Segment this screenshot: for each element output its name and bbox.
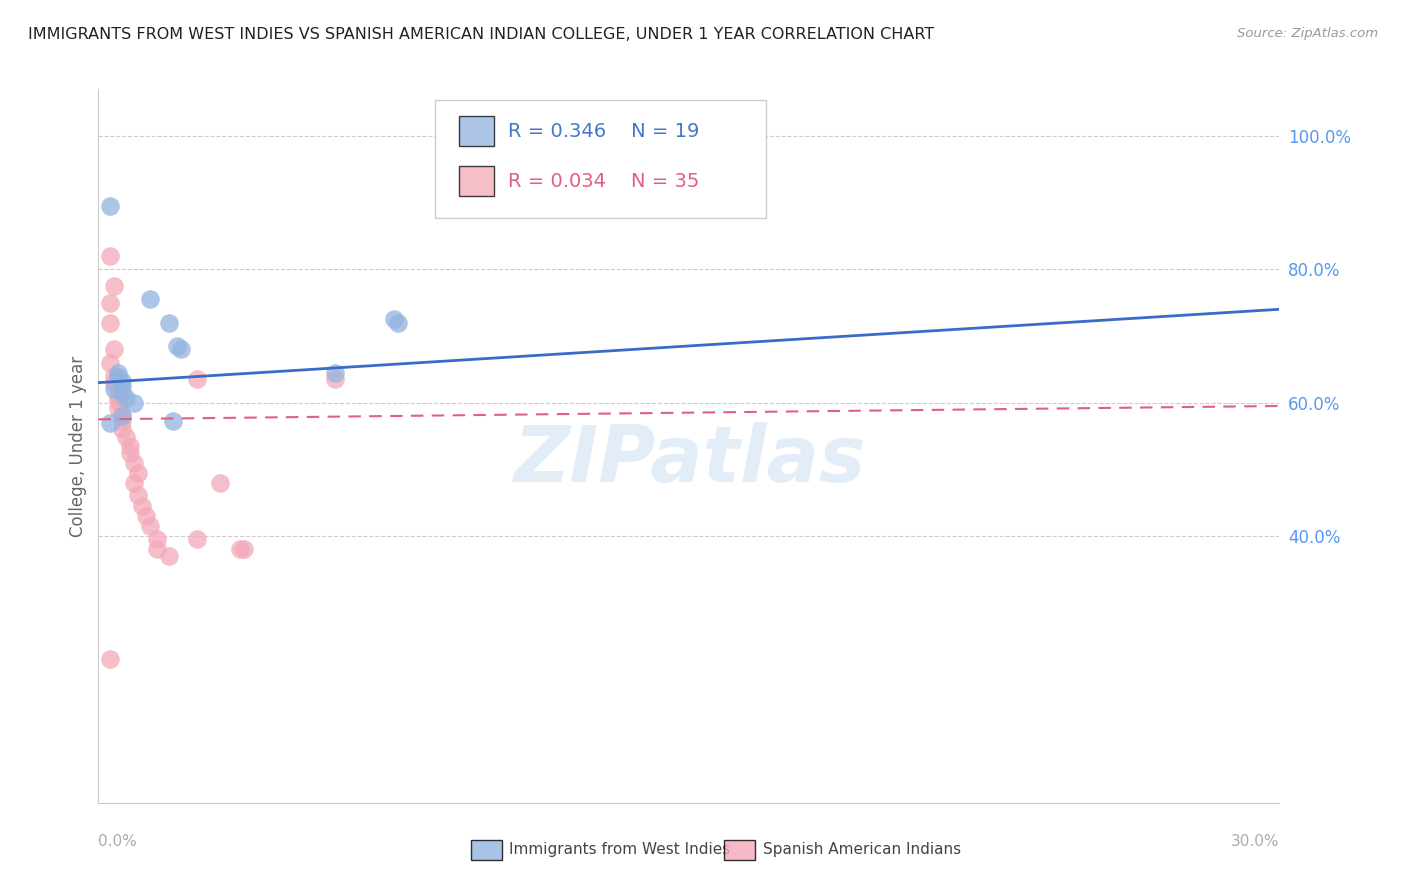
Point (115, 391, 138, 405)
Point (127, 466, 149, 480)
Point (382, 312, 405, 326)
FancyBboxPatch shape (434, 100, 766, 218)
Point (103, 382, 125, 396)
Point (135, 509, 157, 524)
Point (98, 295, 121, 310)
Point (186, 372, 208, 386)
Point (107, 370, 129, 384)
FancyBboxPatch shape (458, 166, 494, 196)
Point (122, 456, 145, 470)
Point (209, 475, 232, 490)
Point (323, 372, 346, 386)
Text: 30.0%: 30.0% (1232, 834, 1279, 849)
Point (111, 386, 134, 401)
Text: R = 0.346    N = 19: R = 0.346 N = 19 (508, 122, 700, 141)
Point (387, 316, 409, 330)
Point (323, 366, 346, 380)
Point (229, 542, 252, 557)
Text: Source: ZipAtlas.com: Source: ZipAtlas.com (1237, 27, 1378, 40)
Point (103, 368, 125, 383)
Point (162, 414, 184, 428)
Point (131, 499, 153, 513)
Point (111, 379, 134, 393)
Point (170, 343, 193, 357)
Text: ZIPatlas: ZIPatlas (513, 422, 865, 499)
Point (233, 542, 256, 557)
Text: 0.0%: 0.0% (98, 834, 138, 849)
Point (98, 356, 121, 370)
Point (157, 549, 180, 563)
Point (166, 339, 188, 353)
Point (157, 316, 180, 330)
Point (138, 293, 160, 307)
Point (146, 533, 169, 547)
Point (103, 376, 125, 390)
Point (103, 343, 125, 357)
Point (118, 439, 141, 453)
Point (111, 414, 134, 428)
Point (111, 422, 134, 436)
Point (107, 401, 129, 415)
Point (107, 366, 129, 380)
Y-axis label: College, Under 1 year: College, Under 1 year (69, 355, 87, 537)
Point (107, 382, 129, 396)
Point (122, 475, 145, 490)
Point (98, 652, 121, 666)
Point (127, 488, 149, 502)
Point (146, 542, 169, 557)
Point (98, 316, 121, 330)
Text: R = 0.034    N = 35: R = 0.034 N = 35 (508, 172, 700, 191)
Point (115, 430, 138, 444)
Point (103, 279, 125, 293)
Point (98, 416, 121, 430)
Text: Spanish American Indians: Spanish American Indians (763, 842, 962, 856)
Point (122, 395, 145, 409)
Text: Immigrants from West Indies: Immigrants from West Indies (509, 842, 730, 856)
Point (138, 519, 160, 533)
Text: IMMIGRANTS FROM WEST INDIES VS SPANISH AMERICAN INDIAN COLLEGE, UNDER 1 YEAR COR: IMMIGRANTS FROM WEST INDIES VS SPANISH A… (28, 27, 935, 42)
FancyBboxPatch shape (458, 116, 494, 146)
Point (107, 389, 129, 403)
Point (118, 445, 141, 459)
Point (98, 199, 121, 213)
Point (111, 408, 134, 422)
Point (98, 249, 121, 263)
Point (186, 533, 208, 547)
Point (111, 374, 134, 388)
Point (111, 409, 134, 423)
Point (107, 394, 129, 409)
